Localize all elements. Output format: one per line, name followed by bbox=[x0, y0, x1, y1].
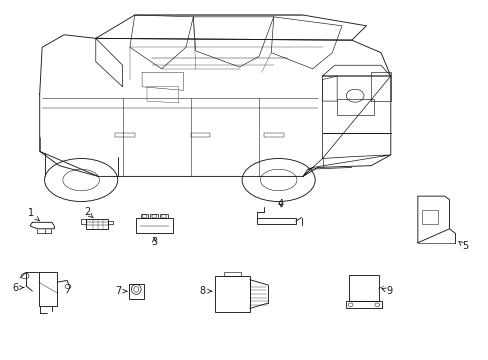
Text: 9: 9 bbox=[381, 286, 391, 296]
Bar bbox=[129, 284, 143, 299]
Text: 4: 4 bbox=[278, 199, 284, 210]
Bar bbox=[421, 210, 437, 224]
Bar bbox=[264, 133, 283, 137]
Bar bbox=[160, 214, 167, 219]
Bar bbox=[336, 99, 373, 116]
Text: 5: 5 bbox=[458, 241, 468, 251]
Text: 8: 8 bbox=[199, 286, 211, 296]
Text: 1: 1 bbox=[28, 208, 39, 221]
Text: 7: 7 bbox=[115, 286, 127, 296]
Bar bbox=[256, 218, 295, 225]
Text: 2: 2 bbox=[84, 207, 93, 218]
Text: 6: 6 bbox=[12, 283, 24, 293]
Bar bbox=[345, 301, 382, 309]
Text: 3: 3 bbox=[151, 237, 157, 247]
Bar bbox=[190, 133, 210, 137]
Bar bbox=[223, 272, 241, 276]
Bar bbox=[141, 214, 148, 219]
Bar bbox=[136, 219, 172, 233]
Bar bbox=[214, 276, 249, 312]
Bar bbox=[115, 133, 135, 137]
Bar bbox=[150, 214, 158, 219]
Bar bbox=[39, 273, 57, 306]
Bar bbox=[348, 275, 378, 301]
